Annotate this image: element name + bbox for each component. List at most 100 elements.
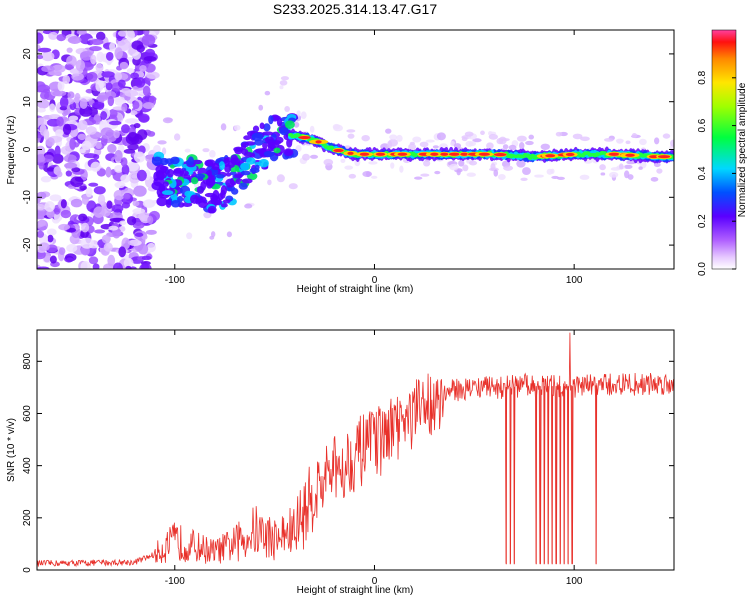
spectrogram-noise-blob [127,131,139,142]
spectrogram-noise-blob [147,215,154,225]
figure-title: S233.2025.314.13.47.G17 [273,1,437,17]
spectrogram-noise-blob [107,144,117,154]
spectrogram-noise-blob [41,51,55,62]
spectrogram-faint-blob [279,80,288,86]
spectrogram-noise-blob [79,98,88,110]
spectrogram-noise-blob [37,32,44,44]
spectrogram-ytick-label: 20 [22,48,33,60]
spectrogram-signal-blob [195,173,206,179]
spectrogram-noise-blob [70,198,83,208]
spectrogram-noise-blob [68,115,79,122]
spectrogram-noise-blob [74,92,81,104]
spectrogram-signal-blob [261,131,274,136]
spectrogram-signal-blob [244,141,256,146]
spectrogram-peak [333,148,344,153]
spectrogram-noise-blob [125,30,135,41]
spectrogram-noise-blob [46,167,56,172]
spectrogram-signal-blob [275,136,284,144]
spectrogram-faint-blob [580,136,590,142]
spectrogram-noise-blob [108,108,118,119]
spectrogram-faint-blob [662,133,671,139]
spectrogram-faint-blob [202,148,210,153]
spectrogram-signal-blob [258,158,269,168]
spectrogram-faint-blob [288,183,298,190]
spectrogram-faint-blob [670,139,674,147]
spectrogram-noise-blob [76,30,87,35]
spectrogram-noise-blob [132,221,145,229]
spectrogram-signal-blob [190,194,200,204]
spectrogram-noise-blob [101,71,115,78]
spectrogram-signal-blob [215,174,225,179]
spectrogram-noise-blob [126,216,137,226]
spectrogram-peak [657,155,671,159]
spectrogram-faint-blob [624,170,630,179]
spectrogram-peak [460,152,469,156]
spectrogram-noise-blob [60,209,72,219]
spectrogram-noise-blob [90,54,97,65]
snr-xtick-label: -100 [165,576,185,587]
spectrogram-noise-blob [85,187,93,198]
spectrogram-signal-blob [170,200,181,208]
spectrogram-noise-blob [38,242,50,252]
spectrogram-noise-blob [44,201,56,212]
spectrogram-signal-blob [158,184,166,193]
spectrogram-noise-blob [77,133,87,141]
spectrogram-noise-blob [54,145,61,157]
spectrogram-noise-blob [139,263,152,269]
spectrogram-xtick-label: -100 [165,275,185,286]
snr-ytick-label: 400 [22,457,33,474]
spectrogram-faint-blob [423,160,431,167]
spectrogram-noise-blob [126,161,139,172]
spectrogram-faint-blob [348,173,357,179]
spectrogram-noise-blob [57,80,65,92]
spectrogram-noise-blob [52,90,67,97]
spectrogram-noise-blob [126,68,135,74]
spectrogram-signal-blob [279,126,289,136]
spectrogram-noise-blob [63,154,77,163]
spectrogram-noise-blob [142,30,150,36]
spectrogram-faint-blob [300,111,307,120]
spectrogram-peak [608,152,620,156]
spectrogram-noise-blob [71,72,84,81]
spectrogram-faint-blob [604,137,614,142]
colorbar: 0.0 0.2 0.4 0.6 0.8 Normalized spectral ampl… [697,29,748,276]
spectrogram-noise-blob [92,263,100,269]
spectrogram-noise-blob [101,234,111,244]
spectrogram-faint-blob [302,153,310,161]
spectrogram-faint-blob [264,90,271,96]
spectrogram-faint-blob [389,134,398,140]
spectrogram-noise-blob [145,48,156,58]
spectrogram-signal-blob [284,120,295,129]
spectrogram-noise-blob [66,257,74,263]
spectrogram-noise-blob [131,40,144,50]
spectrogram-peak [315,140,322,144]
spectrogram-xlabel: Height of straight line (km) [297,284,414,295]
spectrogram-noise-blob [56,171,63,178]
spectrogram-peak [649,155,660,159]
spectrogram-faint-blob [408,143,417,151]
spectrogram-faint-blob [267,179,272,186]
spectrogram-faint-blob [436,132,446,141]
spectrogram-faint-blob [344,165,354,170]
spectrogram-faint-blob [650,176,659,182]
spectrogram-noise-blob [123,192,131,200]
spectrogram-noise-blob [120,174,131,183]
spectrogram-noise-blob [59,96,69,109]
spectrogram-signal-blob [264,136,275,144]
spectrogram-noise-blob [121,103,128,112]
spectrogram-faint-blob [157,140,167,145]
spectrogram-faint-blob [210,231,216,238]
spectrogram-faint-blob [572,133,583,140]
spectrogram-noise-blob [145,229,157,235]
spectrogram-signal-blob [238,182,248,190]
spectrogram-noise-blob [95,31,106,41]
spectrogram-faint-blob [497,174,506,180]
spectrogram-noise-blob [38,219,46,227]
spectrogram-faint-blob [520,177,528,182]
spectrogram-signal-blob [249,167,260,174]
spectrogram-noise-blob [145,71,160,79]
spectrogram-noise-blob [37,155,46,163]
spectrogram-signal-blob [283,148,294,157]
spectrogram-peak [347,151,354,155]
spectrogram-faint-blob [609,171,619,178]
